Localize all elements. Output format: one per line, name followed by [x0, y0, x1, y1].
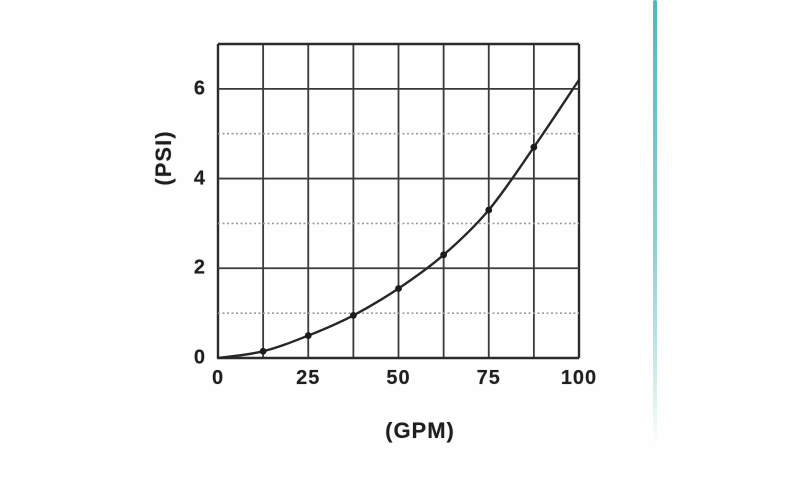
- y-axis-label: (PSI): [151, 130, 176, 186]
- data-point-dot: [259, 347, 267, 355]
- y-tick-label: 4: [193, 167, 206, 190]
- data-point-dot: [395, 285, 402, 292]
- accent-divider-line: [653, 0, 657, 458]
- x-tick-label: 75: [476, 367, 501, 389]
- x-tick-label: 0: [211, 367, 225, 389]
- data-point-dot: [440, 251, 448, 259]
- y-tick-label: 0: [193, 346, 206, 369]
- data-point-dot: [485, 206, 493, 214]
- x-tick-label: 25: [296, 367, 321, 389]
- data-point-dot: [530, 143, 538, 151]
- x-tick-label: 50: [386, 367, 411, 389]
- x-tick-label: 100: [560, 367, 598, 389]
- pressure-drop-curve: [216, 78, 581, 360]
- x-axis-label: (GPM): [385, 418, 455, 443]
- data-point-dot: [304, 332, 312, 339]
- data-point-dot: [349, 311, 357, 319]
- y-tick-label: 6: [193, 77, 206, 100]
- y-tick-label: 2: [193, 256, 206, 279]
